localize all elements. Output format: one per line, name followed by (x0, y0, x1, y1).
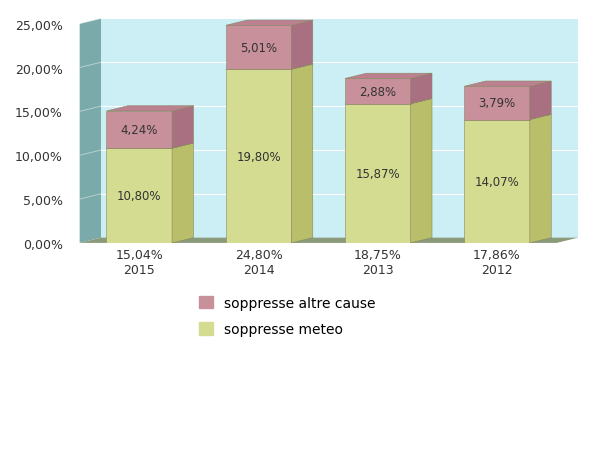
Polygon shape (80, 238, 578, 243)
Polygon shape (106, 144, 194, 149)
Polygon shape (464, 115, 551, 120)
Text: 10,80%: 10,80% (117, 190, 162, 202)
Polygon shape (106, 149, 172, 243)
Text: 2,88%: 2,88% (359, 85, 396, 98)
Polygon shape (106, 112, 172, 149)
Text: 15,87%: 15,87% (356, 168, 400, 180)
Polygon shape (464, 87, 530, 120)
Polygon shape (226, 65, 313, 70)
Polygon shape (464, 82, 551, 87)
Polygon shape (464, 120, 530, 243)
Polygon shape (172, 106, 194, 149)
Polygon shape (80, 19, 101, 243)
Legend: soppresse altre cause, soppresse meteo: soppresse altre cause, soppresse meteo (199, 296, 375, 336)
Text: 14,07%: 14,07% (474, 175, 519, 188)
Polygon shape (345, 99, 432, 105)
Polygon shape (226, 70, 292, 243)
Polygon shape (530, 115, 551, 243)
Polygon shape (292, 65, 313, 243)
Text: 3,79%: 3,79% (479, 97, 515, 110)
Polygon shape (226, 26, 292, 70)
Text: 5,01%: 5,01% (240, 42, 277, 55)
Polygon shape (530, 82, 551, 120)
Text: 19,80%: 19,80% (236, 150, 281, 163)
Polygon shape (101, 19, 578, 238)
Polygon shape (345, 105, 411, 243)
Polygon shape (226, 21, 313, 26)
Polygon shape (172, 144, 194, 243)
Polygon shape (411, 99, 432, 243)
Polygon shape (345, 79, 411, 105)
Polygon shape (106, 106, 194, 112)
Text: 4,24%: 4,24% (120, 124, 158, 137)
Polygon shape (411, 74, 432, 105)
Polygon shape (292, 21, 313, 70)
Polygon shape (345, 74, 432, 79)
